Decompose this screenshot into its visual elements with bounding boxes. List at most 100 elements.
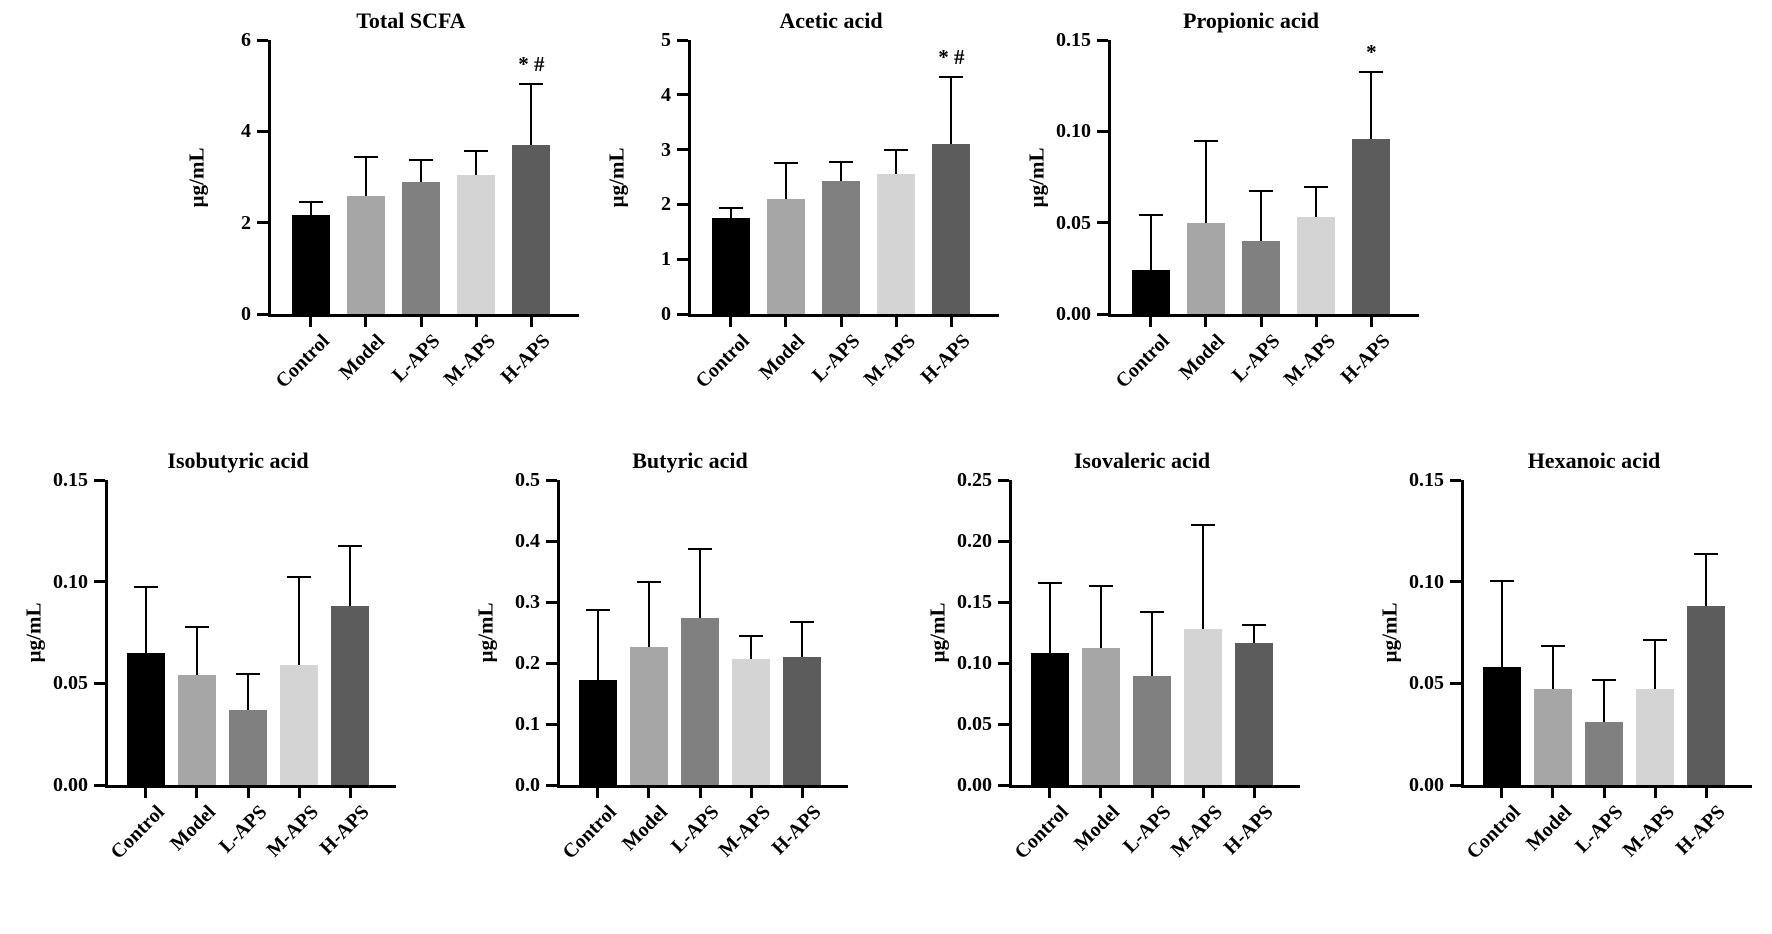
error-whisker — [420, 158, 422, 182]
x-tick — [1551, 788, 1555, 798]
bar-h-aps — [1687, 606, 1726, 785]
x-axis-category-label: H-APS — [916, 330, 975, 388]
error-cap — [1643, 638, 1668, 641]
error-whisker — [298, 575, 301, 666]
y-tick — [677, 148, 688, 152]
y-tick — [998, 661, 1009, 665]
chart-title: Isobutyric acid — [167, 448, 309, 473]
y-axis-label: µg/mL — [184, 147, 209, 207]
error-whisker — [1705, 553, 1708, 607]
y-tick — [677, 202, 688, 206]
bar-l-aps — [681, 618, 719, 785]
bar-l-aps — [1133, 676, 1171, 785]
y-tick-label: 0.10 — [1056, 120, 1091, 143]
x-tick — [1500, 788, 1504, 798]
bar-m-aps — [280, 665, 319, 785]
y-axis-line — [105, 480, 108, 785]
x-axis-line — [688, 314, 999, 317]
y-tick — [677, 257, 688, 261]
bar-control — [578, 680, 617, 785]
chart-area: µg/mL 0.00 0.05 0.10 0.15 Control Model L-APS M… — [22, 469, 408, 863]
error-whisker — [895, 148, 898, 174]
plot-area: 0.00 0.05 0.10 0.15 0.20 0.25 Control Model L-AP… — [957, 469, 1300, 863]
x-axis-category-label: L-APS — [1228, 330, 1285, 387]
error-cap — [585, 609, 610, 612]
chart-title: Butyric acid — [632, 448, 748, 473]
x-axis-category-label: L-APS — [1571, 801, 1628, 858]
y-tick — [998, 600, 1009, 604]
y-tick-label: 0.05 — [53, 672, 88, 695]
plot-area: 0 2 4 6 Control Model L-APS M-APS * # H-APS — [241, 29, 579, 392]
y-tick-label: 0.25 — [957, 469, 992, 491]
x-tick — [1204, 317, 1208, 327]
y-tick-label: 3 — [661, 138, 671, 161]
error-whisker — [364, 156, 367, 197]
x-axis-category-label: H-APS — [315, 801, 374, 859]
y-tick — [94, 580, 105, 584]
y-tick — [257, 312, 268, 316]
x-axis-line — [105, 785, 396, 788]
x-axis-category-label: H-APS — [496, 330, 555, 388]
error-whisker — [1500, 579, 1503, 668]
x-axis-category-label: Control — [558, 801, 622, 864]
x-tick — [800, 788, 804, 798]
error-whisker — [647, 581, 650, 647]
y-tick — [1097, 221, 1108, 225]
error-whisker — [750, 634, 753, 659]
x-axis-category-label: H-APS — [1336, 330, 1395, 388]
x-tick — [1314, 317, 1318, 327]
x-axis-category-label: M-APS — [262, 801, 323, 862]
x-axis-category-label: L-APS — [215, 801, 272, 858]
bar-model — [346, 196, 385, 314]
x-tick — [698, 788, 702, 798]
y-tick-label: 4 — [661, 83, 671, 106]
y-axis-label: µg/mL — [21, 602, 46, 663]
x-axis-category-label: H-APS — [767, 801, 826, 859]
error-whisker — [801, 620, 804, 657]
error-cap — [1138, 213, 1163, 216]
bar-h-aps — [512, 145, 551, 314]
y-tick — [998, 478, 1009, 482]
y-tick — [1097, 312, 1108, 316]
x-tick — [1048, 788, 1052, 798]
plot-area: 0 1 2 3 4 5 Control Model L-APS M-APS * # H-APS — [661, 29, 999, 392]
error-whisker — [1253, 623, 1256, 644]
y-tick-label: 0.2 — [515, 652, 540, 674]
y-tick-label: 6 — [241, 29, 251, 51]
bar-control — [1030, 653, 1069, 785]
bar-h-aps — [783, 656, 822, 785]
bar-model — [766, 198, 805, 314]
x-tick — [364, 317, 368, 327]
x-tick — [529, 317, 533, 327]
y-tick-label: 0.3 — [515, 591, 540, 613]
error-cap — [1540, 644, 1565, 647]
x-axis-category-label: Model — [335, 330, 390, 385]
error-whisker — [840, 160, 842, 181]
error-cap — [1249, 189, 1273, 192]
error-whisker — [1151, 610, 1153, 677]
error-whisker — [596, 609, 599, 681]
x-axis-category-label: M-APS — [1618, 801, 1679, 862]
y-tick-label: 0.00 — [1056, 303, 1091, 325]
y-tick-label: 0.10 — [1409, 570, 1444, 593]
x-axis-category-label: Control — [106, 801, 170, 864]
x-axis-category-label: Control — [1462, 801, 1526, 864]
chart-propionic-acid: Propionic acid µg/mL 0.00 0.05 0.10 0.15 Con… — [1011, 6, 1431, 402]
y-tick-label: 0.15 — [1056, 29, 1091, 51]
y-tick-label: 0.05 — [1056, 211, 1091, 234]
x-axis-category-label: Model — [166, 801, 221, 856]
bar-l-aps — [822, 180, 860, 314]
y-tick — [677, 38, 688, 42]
x-axis-line — [1009, 785, 1300, 788]
bar-h-aps — [932, 144, 971, 314]
error-whisker — [950, 75, 953, 145]
bar-control — [711, 218, 750, 314]
error-whisker — [1260, 189, 1262, 241]
y-tick-label: 0.10 — [53, 570, 88, 593]
bar-control — [126, 652, 165, 785]
error-cap — [790, 620, 815, 623]
plot-area: 0.00 0.05 0.10 0.15 Control Model L-APS M-APS H-… — [53, 469, 396, 863]
error-cap — [519, 83, 544, 86]
x-tick — [144, 788, 148, 798]
chart-area: µg/mL 0 1 2 3 4 5 Control Model L-APS M-APS * # H-A… — [605, 29, 1011, 392]
